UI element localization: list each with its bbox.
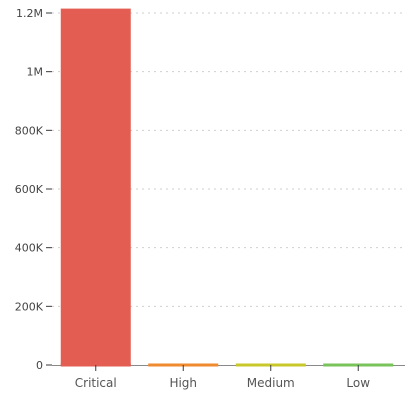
- x-tick-label-medium: Medium: [247, 376, 295, 390]
- x-axis-ticks: Critical High Medium Low: [75, 365, 370, 390]
- y-tick-label: 1M: [27, 66, 44, 79]
- x-tick-label-high: High: [169, 376, 197, 390]
- bar-critical[interactable]: [60, 8, 131, 365]
- y-tick-label: 600K: [15, 183, 44, 196]
- y-tick-label: 800K: [15, 124, 44, 137]
- bars: [60, 8, 131, 365]
- y-axis-ticks: 0 200K 400K 600K 800K 1M 1.2M: [15, 7, 52, 372]
- x-tick-label-low: Low: [346, 376, 370, 390]
- y-tick-label: 1.2M: [16, 7, 43, 20]
- y-tick-label: 400K: [15, 242, 44, 255]
- x-tick-label-critical: Critical: [75, 376, 117, 390]
- y-tick-label: 200K: [15, 300, 44, 313]
- y-tick-label: 0: [36, 359, 43, 372]
